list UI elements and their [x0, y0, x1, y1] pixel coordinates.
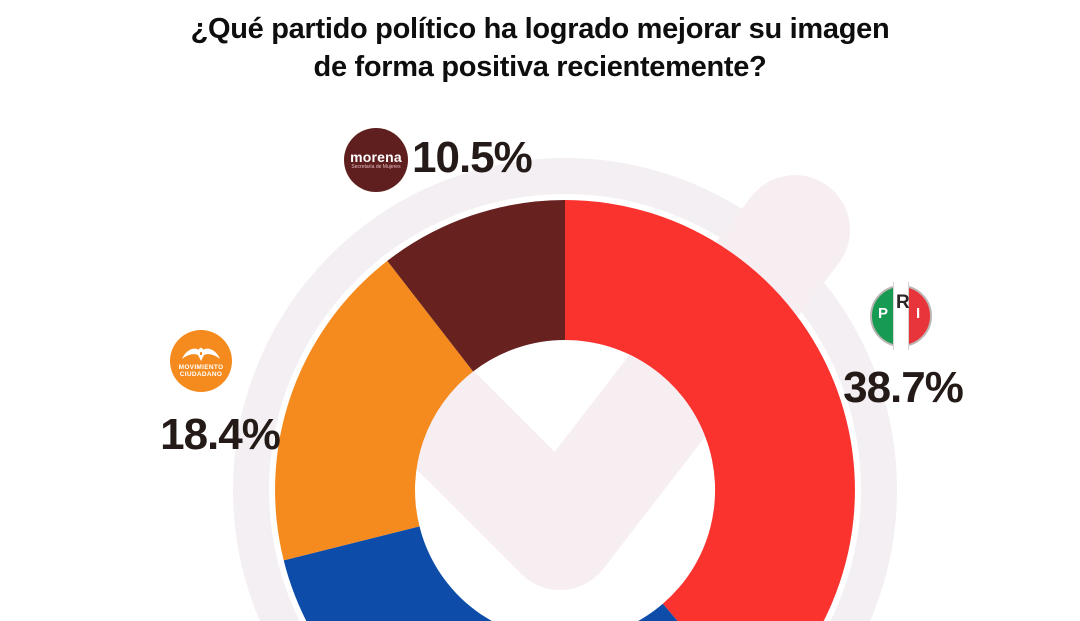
pri-logo-white-band [893, 282, 909, 350]
morena-wordmark: morena [350, 149, 402, 165]
morena-logo: morena Secretaría de Mujeres [344, 128, 408, 192]
pri-letter-r: R [896, 292, 910, 313]
page-title-line1: ¿Qué partido político ha logrado mejorar… [190, 13, 890, 45]
mc-wordmark-line2: CIUDADANO [179, 371, 223, 378]
donut-segment-morena [387, 200, 565, 372]
halo-ring [233, 158, 897, 621]
morena-subtext: Secretaría de Mujeres [351, 164, 401, 170]
pri-letter-i: I [916, 305, 921, 322]
eagle-icon [182, 347, 220, 361]
donut-segment-unlabeled-blue [283, 526, 678, 621]
movimiento-ciudadano-pct-label: 18.4% [160, 410, 281, 459]
pri-letter-p: P [878, 305, 889, 322]
pri-pct-label: 38.7% [843, 363, 964, 412]
pri-logo: P R I [870, 282, 932, 350]
movimiento-ciudadano-logo: MOVIMIENTO CIUDADANO [170, 330, 232, 392]
page-title: ¿Qué partido político ha logrado mejorar… [0, 10, 1080, 86]
morena-pct-label: 10.5% [412, 133, 533, 182]
donut-segments [275, 200, 855, 621]
donut-segment-pri [565, 200, 855, 621]
mc-wordmark-line1: MOVIMIENTO [178, 364, 224, 371]
page-title-line2: de forma positiva reciente­mente? [313, 51, 767, 83]
donut-segment-movimiento-ciudadano [275, 260, 474, 561]
